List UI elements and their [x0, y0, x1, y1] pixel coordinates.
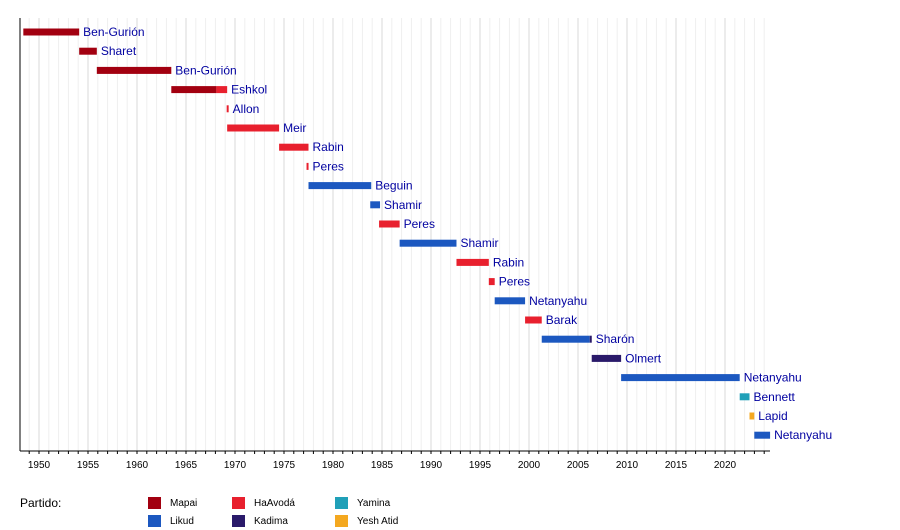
bar-segment — [79, 47, 97, 55]
x-tick-label: 2005 — [567, 460, 590, 471]
bars — [23, 28, 771, 439]
x-tick-label: 1980 — [322, 460, 345, 471]
legend-swatch — [148, 497, 161, 509]
bar-segment — [216, 86, 228, 94]
x-tick-label: 2015 — [665, 460, 688, 471]
x-tick-label: 1975 — [273, 460, 296, 471]
bar-segment — [96, 66, 172, 74]
bar-segment — [541, 335, 590, 343]
bar-segment — [739, 393, 750, 401]
bar-segment — [488, 278, 495, 286]
x-tick-label: 1955 — [77, 460, 100, 471]
legend-swatch — [232, 515, 245, 527]
bar-segment — [754, 431, 771, 439]
bar-label: Ben-Gurión — [175, 63, 236, 77]
x-tick-label: 1970 — [224, 460, 247, 471]
bar-label: Barak — [546, 313, 578, 327]
x-tick-label: 1985 — [371, 460, 394, 471]
x-tick-label: 1950 — [28, 460, 51, 471]
legend-label: Yesh Atid — [357, 516, 399, 527]
legend-label: Kadima — [254, 516, 288, 527]
bar-label: Shamir — [384, 198, 422, 212]
bar-label: Bennett — [754, 390, 796, 404]
bar-segment — [370, 201, 381, 209]
x-tick-label: 2010 — [616, 460, 639, 471]
x-axis: 1950 1955 1960 1965 1970 1975 1980 1985 1990 1995… — [19, 18, 770, 471]
x-tick-label: 2000 — [518, 460, 541, 471]
x-tick-label: 2020 — [714, 460, 737, 471]
x-tick-label: 1960 — [126, 460, 149, 471]
bar-label: Sharet — [101, 44, 137, 58]
legend-title: Partido: — [20, 496, 62, 510]
legend-swatch — [232, 497, 245, 509]
bar-label: Rabin — [493, 255, 524, 269]
bar-segment — [591, 354, 622, 362]
bar-label: Netanyahu — [529, 294, 587, 308]
legend-label: Mapai — [170, 498, 198, 509]
bar-segment — [589, 335, 592, 343]
bar-label: Allon — [233, 102, 260, 116]
bar-label: Ben-Gurión — [83, 25, 144, 39]
legend-swatch — [335, 515, 348, 527]
legend-label: Likud — [170, 516, 194, 527]
bar-segment — [749, 412, 755, 420]
bar-segment — [279, 143, 309, 151]
bar-label: Lapid — [758, 409, 787, 423]
bar-segment — [23, 28, 80, 36]
bar-label: Olmert — [625, 351, 662, 365]
bar-segment — [308, 182, 372, 190]
bar-label: Beguin — [375, 179, 412, 193]
bar-label: Netanyahu — [744, 371, 802, 385]
x-tick-label: 1995 — [469, 460, 492, 471]
legend-label: HaAvodá — [254, 498, 295, 509]
legend-swatch — [335, 497, 348, 509]
x-tick-label: 1965 — [175, 460, 198, 471]
bar-label: Netanyahu — [774, 428, 832, 442]
bar-segment — [456, 258, 489, 266]
bar-segment — [226, 105, 229, 113]
bar-segment — [494, 297, 526, 305]
bar-label: Sharón — [596, 332, 635, 346]
bar-segment — [171, 86, 217, 94]
x-tick-label: 1990 — [420, 460, 443, 471]
gridlines — [28, 18, 765, 451]
bar-segment — [306, 162, 309, 170]
bar-label: Eshkol — [231, 83, 267, 97]
bar-label: Peres — [499, 275, 530, 289]
bar-segment — [621, 374, 740, 382]
bar-labels: Ben-Gurión Sharet Ben-Gurión Eshkol Allon Mei… — [83, 25, 832, 442]
bar-segment — [399, 239, 457, 247]
legend-swatch — [148, 515, 161, 527]
bar-segment — [379, 220, 400, 228]
bar-label: Peres — [404, 217, 435, 231]
bar-label: Peres — [313, 159, 344, 173]
bar-label: Meir — [283, 121, 306, 135]
legend-label: Yamina — [357, 498, 391, 509]
bar-label: Shamir — [460, 236, 498, 250]
bar-segment — [227, 124, 280, 132]
bar-segment — [525, 316, 542, 324]
bar-label: Rabin — [313, 140, 344, 154]
